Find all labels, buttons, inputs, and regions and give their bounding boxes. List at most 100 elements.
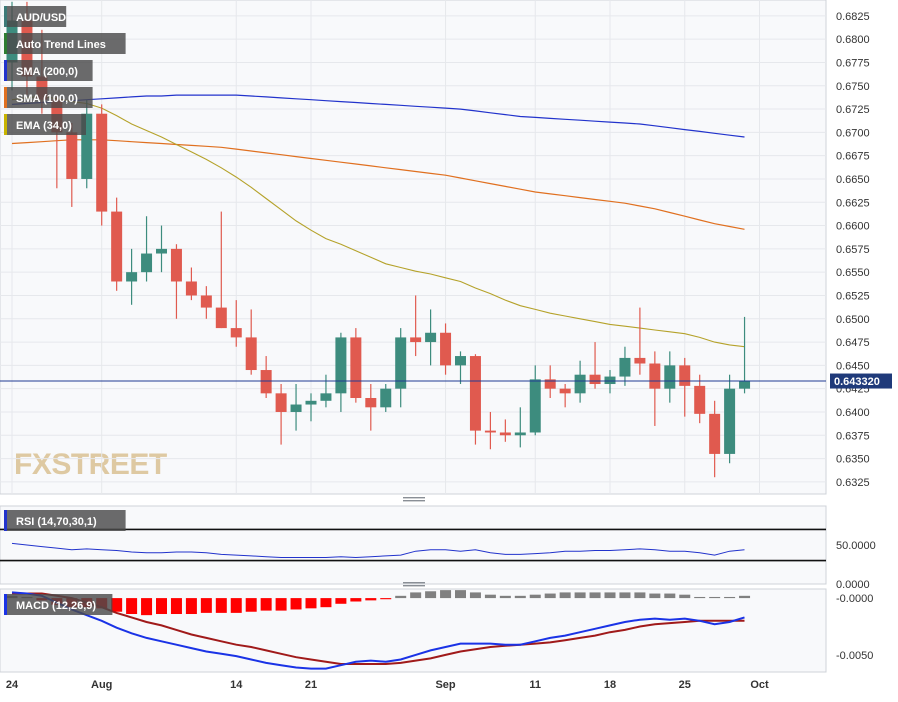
- candle: [81, 99, 93, 189]
- legend-auto-trend-lines[interactable]: Auto Trend Lines: [4, 33, 126, 54]
- price-tick-label: 0.6825: [836, 11, 870, 23]
- candle: [380, 384, 392, 412]
- macd-histogram-bar: [589, 592, 601, 599]
- legend-aud-usd[interactable]: AUD/USD: [4, 6, 67, 27]
- macd-histogram-bar: [111, 598, 123, 612]
- macd-signal-line: [12, 592, 745, 665]
- candle: [141, 216, 153, 282]
- macd-histogram-bar: [694, 596, 706, 599]
- legend-macd[interactable]: MACD (12,26,9): [4, 594, 113, 615]
- price-tick-label: 0.6775: [836, 57, 870, 69]
- time-tick-label: 24: [6, 679, 19, 691]
- macd-histogram-bar: [679, 594, 691, 599]
- macd-histogram-bar: [350, 598, 362, 602]
- legend-sma-100[interactable]: SMA (100,0): [4, 87, 93, 108]
- watermark-fxstreet: FXSTREET: [14, 448, 167, 481]
- macd-histogram-bar: [185, 598, 197, 615]
- legend-sma-200[interactable]: SMA (200,0): [4, 60, 93, 81]
- price-tick-label: 0.6400: [836, 407, 870, 419]
- candle: [185, 267, 197, 301]
- ema-34-line: [11, 95, 745, 348]
- price-tick-label: 0.6500: [836, 314, 870, 326]
- svg-text:SMA (100,0): SMA (100,0): [16, 93, 78, 105]
- price-tick-label: 0.6550: [836, 267, 870, 279]
- svg-text:EMA (34,0): EMA (34,0): [16, 120, 72, 132]
- price-tick-label: 0.6750: [836, 81, 870, 93]
- macd-histogram-bar: [126, 598, 138, 615]
- candle: [619, 346, 631, 386]
- macd-histogram-bar: [380, 598, 392, 600]
- legend-rsi[interactable]: RSI (14,70,30,1): [4, 510, 126, 531]
- sma-100-line: [11, 139, 745, 230]
- candle: [694, 374, 706, 424]
- macd-histogram-bar: [320, 598, 332, 608]
- macd-histogram-bar: [514, 595, 526, 599]
- time-tick-label: Oct: [750, 679, 769, 691]
- macd-histogram-bar: [260, 598, 272, 611]
- rsi-tick-label: 50.0000: [836, 540, 876, 552]
- candle: [455, 351, 466, 385]
- candle: [395, 328, 407, 408]
- macd-histogram-bar: [410, 592, 422, 599]
- time-tick-label: 11: [529, 679, 541, 691]
- macd-histogram-bar: [440, 590, 452, 599]
- time-tick-label: 21: [305, 679, 317, 691]
- price-tick-label: 0.6525: [836, 290, 870, 302]
- candle: [170, 244, 182, 319]
- macd-histogram-bar: [425, 591, 437, 599]
- macd-histogram-bar: [574, 592, 586, 599]
- candle: [111, 197, 123, 291]
- macd-histogram-bar: [200, 598, 212, 613]
- candle: [126, 248, 138, 305]
- price-panel-background: [0, 0, 827, 495]
- price-tick-label: 0.6700: [836, 127, 870, 139]
- sma-200-line: [11, 94, 745, 138]
- price-tick-label: 0.6475: [836, 337, 870, 349]
- macd-histogram-bar: [141, 598, 153, 616]
- candle: [664, 351, 676, 403]
- time-tick-label: Sep: [435, 679, 455, 691]
- current-price-tag: 0.643320: [830, 373, 892, 389]
- candle: [484, 411, 496, 450]
- macd-histogram-bar: [365, 598, 377, 601]
- price-tick-label: 0.6600: [836, 221, 870, 233]
- candle: [544, 365, 556, 398]
- candle: [469, 354, 481, 445]
- candle: [499, 419, 511, 442]
- candle: [200, 286, 212, 319]
- candle: [574, 360, 586, 403]
- candle: [724, 374, 736, 464]
- candle: [275, 384, 287, 445]
- macd-histogram-bar: [559, 592, 571, 599]
- current-price-label: 0.643320: [834, 376, 880, 388]
- candle: [230, 300, 242, 347]
- macd-histogram-bar: [455, 590, 466, 599]
- price-tick-label: 0.6325: [836, 477, 870, 489]
- macd-histogram-bar: [724, 596, 736, 599]
- macd-histogram-bar: [709, 596, 721, 599]
- candle: [514, 407, 526, 448]
- candle: [215, 211, 227, 329]
- candle: [634, 307, 646, 375]
- macd-tick-label: -0.0050: [836, 650, 873, 662]
- panel-splitter-2[interactable]: [403, 582, 425, 587]
- macd-histogram-bar: [649, 593, 661, 599]
- candle: [425, 309, 437, 366]
- macd-histogram-bar: [739, 595, 751, 599]
- panel-splitter-1[interactable]: [403, 497, 425, 502]
- candle: [96, 104, 108, 226]
- candle: [440, 323, 452, 375]
- macd-histogram-bar: [395, 595, 407, 599]
- svg-text:MACD (12,26,9): MACD (12,26,9): [16, 600, 96, 612]
- legend-ema-34[interactable]: EMA (34,0): [4, 114, 86, 135]
- svg-text:SMA (200,0): SMA (200,0): [16, 66, 78, 78]
- macd-histogram-bar: [335, 598, 347, 604]
- candle: [679, 357, 691, 417]
- macd-histogram-bar: [484, 594, 496, 599]
- candle: [709, 400, 721, 478]
- price-tick-label: 0.6650: [836, 174, 870, 186]
- macd-histogram-bar: [619, 592, 631, 599]
- candle: [604, 370, 616, 394]
- candle: [156, 225, 167, 273]
- svg-text:Auto Trend Lines: Auto Trend Lines: [16, 39, 106, 51]
